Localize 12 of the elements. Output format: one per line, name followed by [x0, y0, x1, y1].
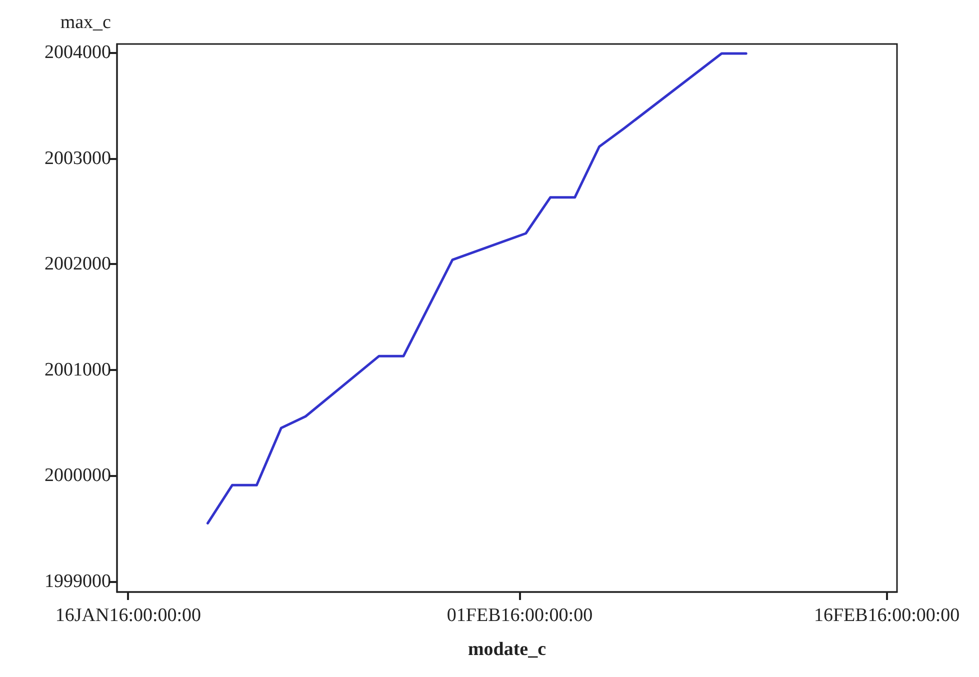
y-tick-label: 2003000 — [44, 148, 111, 169]
y-tick-label: 2001000 — [44, 359, 111, 380]
x-axis-title: modate_c — [468, 639, 546, 660]
line-series — [206, 52, 748, 524]
x-tick-label: 16FEB16:00:00:00 — [814, 605, 960, 626]
x-tick-label: 01FEB16:00:00:00 — [446, 605, 593, 626]
y-tick-label: 1999000 — [44, 570, 111, 592]
y-tick-label: 2004000 — [44, 42, 111, 63]
x-tick-label: 16JAN16:00:00:00 — [55, 605, 202, 626]
y-axis-title: max_c — [60, 12, 111, 33]
y-tick-label: 2002000 — [44, 254, 111, 275]
y-tick-label: 2000000 — [44, 465, 111, 486]
